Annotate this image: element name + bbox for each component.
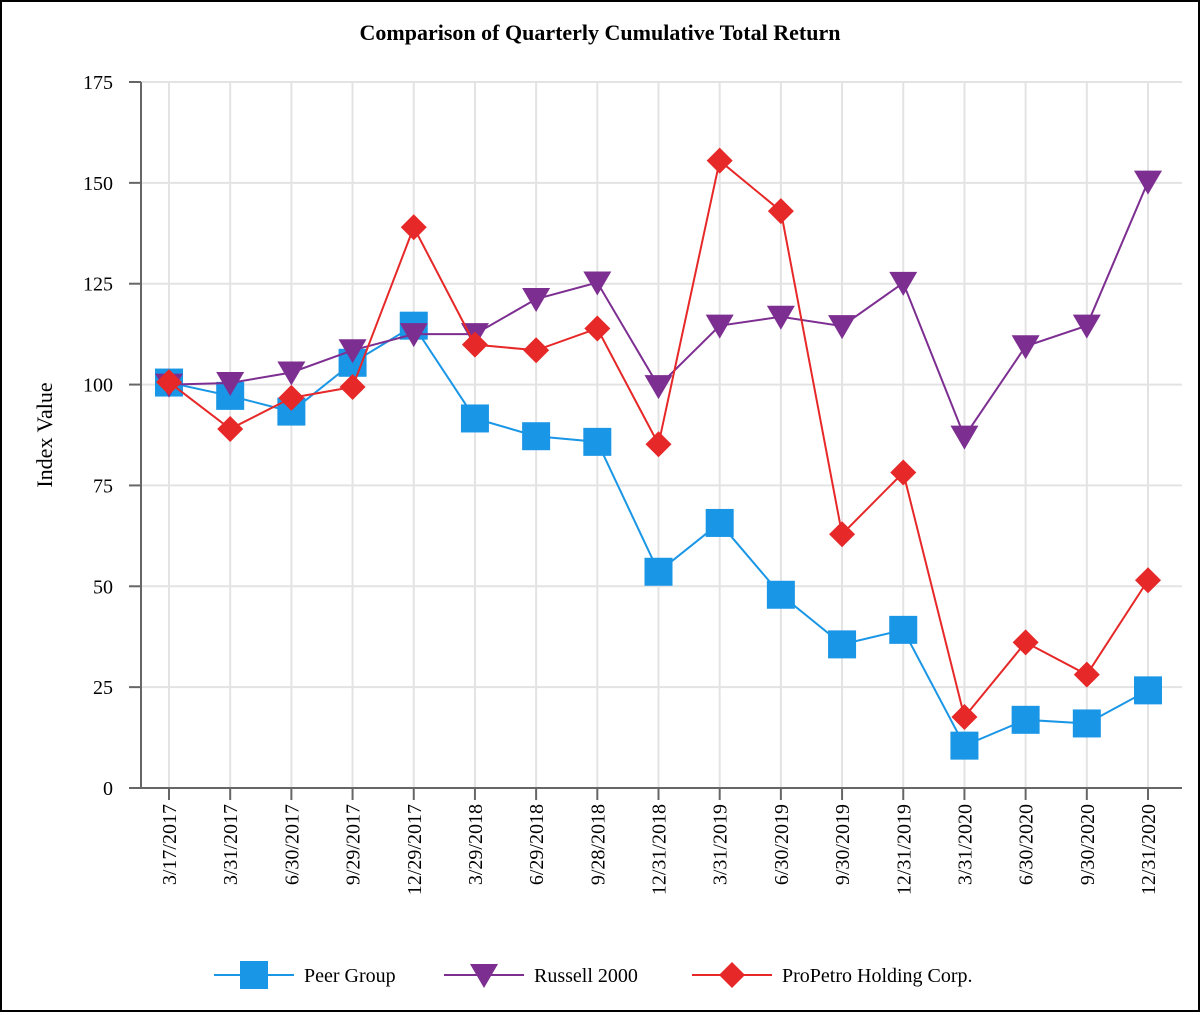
legend-label: ProPetro Holding Corp. xyxy=(782,965,973,987)
data-point xyxy=(278,384,305,411)
x-tick-label: 3/31/2017 xyxy=(220,804,242,885)
data-point xyxy=(277,361,306,386)
x-tick-label: 12/31/2019 xyxy=(893,804,915,895)
data-point xyxy=(399,323,428,348)
legend-marker xyxy=(240,961,268,989)
data-point xyxy=(461,331,488,358)
data-point xyxy=(400,214,427,241)
series-group xyxy=(155,147,1162,760)
y-tick-label: 125 xyxy=(83,274,113,296)
legend-label: Peer Group xyxy=(304,965,396,987)
data-point xyxy=(523,337,550,364)
data-point xyxy=(766,305,795,330)
data-point xyxy=(767,198,794,225)
data-point xyxy=(1134,676,1162,705)
data-point xyxy=(1011,705,1040,734)
data-point xyxy=(1073,661,1100,688)
data-point xyxy=(216,371,245,396)
data-point xyxy=(644,557,673,586)
data-point xyxy=(156,369,182,396)
data-point xyxy=(889,615,918,644)
data-point xyxy=(338,339,367,364)
data-point xyxy=(339,373,366,400)
x-tick-label: 9/30/2020 xyxy=(1077,804,1099,885)
y-tick-label: 100 xyxy=(83,375,113,397)
x-tick-label: 6/30/2019 xyxy=(771,804,793,885)
legend-marker xyxy=(470,964,498,988)
y-tick-label: 150 xyxy=(83,173,113,195)
legend-item: Russell 2000 xyxy=(444,964,638,988)
data-point xyxy=(890,459,917,486)
axes xyxy=(129,81,1182,800)
data-point xyxy=(645,431,672,458)
x-tick-labels: 3/17/2017 3/31/2017 6/30/2017 9/29/2017 12/2… xyxy=(159,804,1160,895)
series-peer-group xyxy=(155,311,1162,760)
data-point xyxy=(217,415,244,442)
y-tick-label: 0 xyxy=(103,778,113,800)
data-point xyxy=(1072,314,1101,339)
data-point xyxy=(460,404,489,433)
data-point xyxy=(705,314,734,339)
y-tick-labels: 0 25 50 75 100 125 150 175 xyxy=(83,72,113,800)
data-point xyxy=(583,271,612,296)
data-point xyxy=(522,288,551,313)
data-point xyxy=(828,315,857,340)
data-point xyxy=(706,147,733,174)
data-point xyxy=(1012,629,1039,656)
data-point xyxy=(951,703,978,730)
data-point xyxy=(766,580,795,609)
chart-title: Comparison of Quarterly Cumulative Total… xyxy=(360,20,841,45)
data-point xyxy=(583,427,612,456)
x-tick-label: 9/28/2018 xyxy=(587,804,609,885)
data-point xyxy=(522,422,551,451)
x-tick-label: 3/29/2018 xyxy=(465,804,487,885)
y-tick-label: 75 xyxy=(93,475,113,497)
x-tick-label: 3/17/2017 xyxy=(159,804,181,885)
y-tick-label: 50 xyxy=(93,576,113,598)
data-point xyxy=(1011,335,1040,360)
x-tick-label: 6/30/2020 xyxy=(1016,804,1038,885)
data-point xyxy=(1135,567,1161,594)
data-point xyxy=(644,375,673,400)
data-point xyxy=(950,425,979,450)
data-point xyxy=(950,731,979,760)
data-point xyxy=(889,271,918,296)
x-tick-label: 12/31/2020 xyxy=(1138,804,1160,895)
x-tick-label: 3/31/2019 xyxy=(710,804,732,885)
legend-label: Russell 2000 xyxy=(534,965,638,987)
legend-item: Peer Group xyxy=(214,961,396,989)
data-point xyxy=(828,630,857,659)
y-tick-label: 25 xyxy=(93,677,113,699)
legend-marker xyxy=(719,962,745,988)
y-tick-label: 175 xyxy=(83,72,113,94)
data-point xyxy=(1072,709,1101,738)
x-tick-label: 9/30/2019 xyxy=(832,804,854,885)
data-point xyxy=(705,508,734,537)
x-tick-label: 3/31/2020 xyxy=(954,804,976,885)
y-axis-label: Index Value xyxy=(32,382,57,487)
data-point xyxy=(1134,170,1162,195)
data-point xyxy=(584,315,611,342)
x-tick-label: 6/29/2018 xyxy=(526,804,548,885)
x-tick-label: 12/29/2017 xyxy=(404,804,426,895)
x-tick-label: 6/30/2017 xyxy=(281,804,303,885)
legend: Peer Group Russell 2000 ProPetro Holding C… xyxy=(214,961,973,989)
legend-item: ProPetro Holding Corp. xyxy=(692,962,973,988)
x-tick-label: 12/31/2018 xyxy=(649,804,671,895)
data-point xyxy=(829,521,856,548)
x-tick-label: 9/29/2017 xyxy=(343,804,365,885)
series-propetro-holding-corp xyxy=(156,147,1161,730)
